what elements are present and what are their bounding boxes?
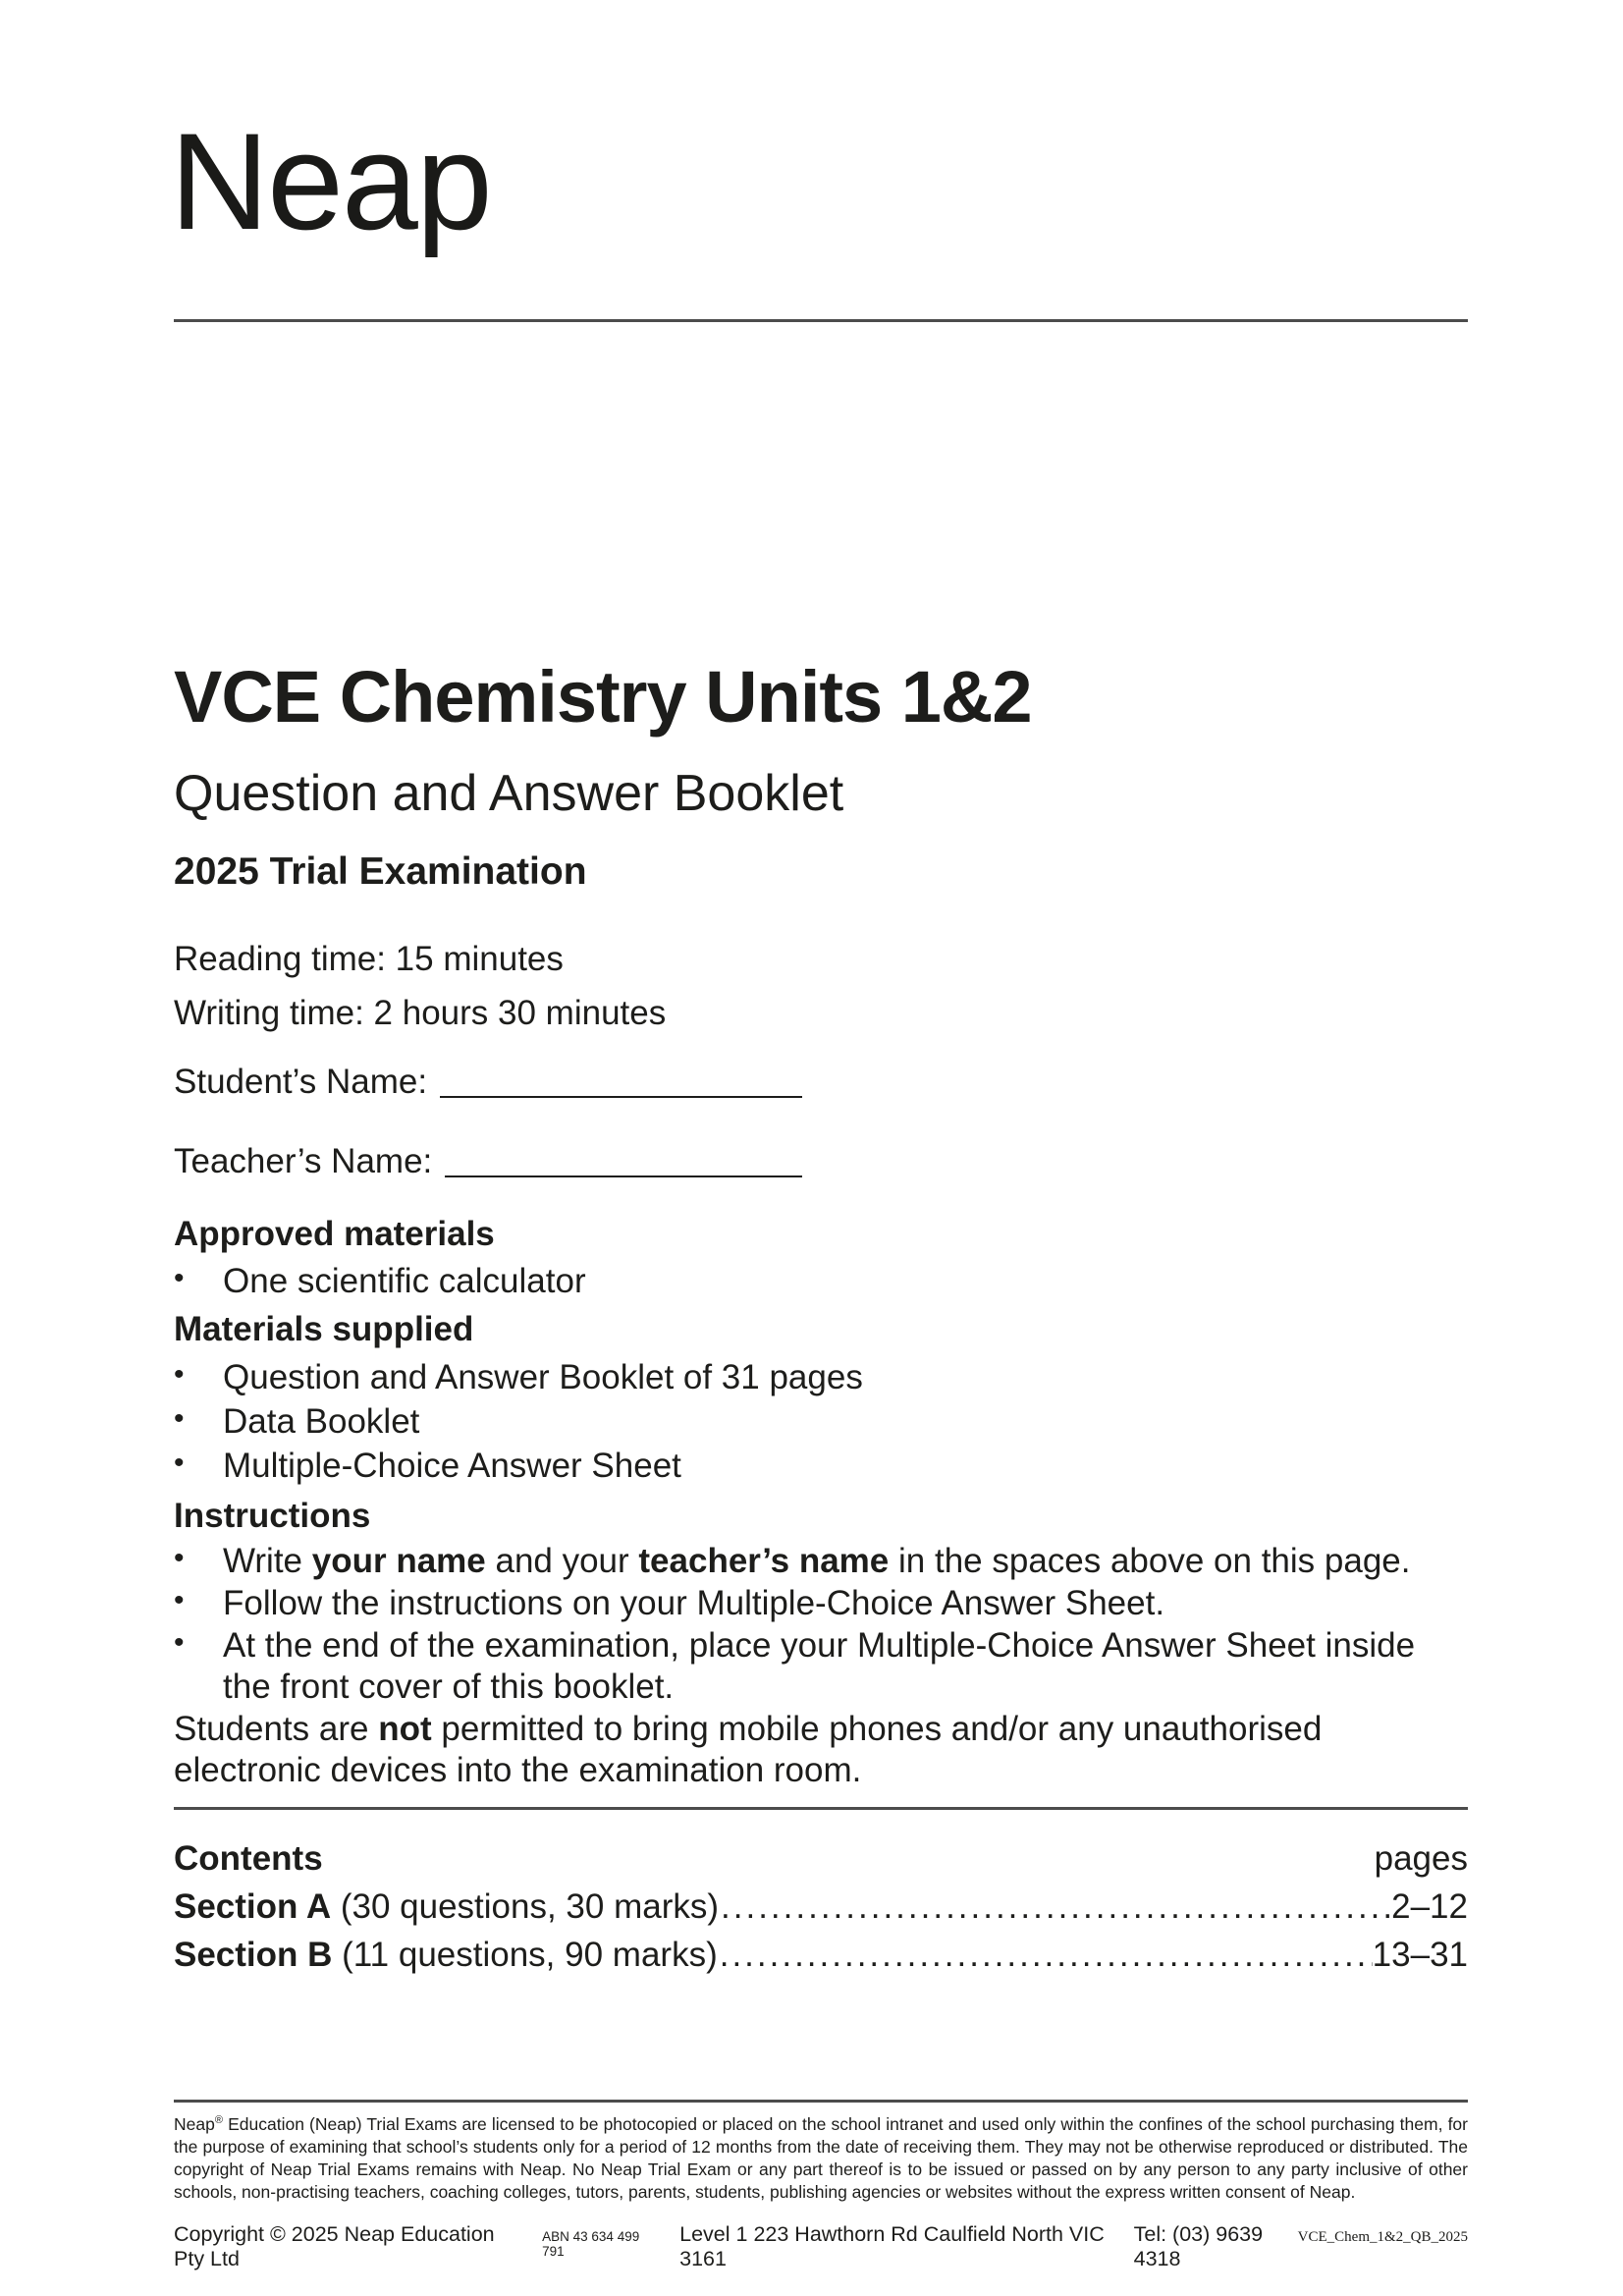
license-fineprint: Neap® Education (Neap) Trial Exams are l…: [174, 2113, 1468, 2204]
header-divider: [174, 319, 1468, 322]
approved-materials-heading: Approved materials: [174, 1214, 495, 1253]
text-segment: Follow the instructions on your Multiple…: [223, 1583, 1165, 1622]
text-segment: Question and Answer Booklet of 31 pages: [223, 1357, 863, 1396]
text-segment: Write: [223, 1541, 312, 1580]
bullet-item: • Follow the instructions on your Multipl…: [174, 1583, 1468, 1624]
text-segment: teacher’s name: [638, 1541, 890, 1580]
page-title: VCE Chemistry Units 1&2: [174, 656, 1033, 738]
reading-time: Reading time: 15 minutes: [174, 939, 564, 978]
copyright-row: Copyright © 2025 Neap Education Pty Ltd …: [174, 2222, 1468, 2271]
dot-leader: [719, 1886, 1391, 1928]
bullet-item-text: Follow the instructions on your Multiple…: [223, 1583, 1468, 1624]
telephone-text: Tel: (03) 9639 4318: [1133, 2221, 1264, 2270]
contents-pages-label: pages: [1374, 1838, 1468, 1878]
bullet-item-text: Question and Answer Booklet of 31 pages: [223, 1357, 1468, 1398]
text-segment: Multiple-Choice Answer Sheet: [223, 1446, 681, 1485]
bullet-item: • Question and Answer Booklet of 31 pages: [174, 1357, 1468, 1398]
bullet-item-text: At the end of the examination, place you…: [223, 1625, 1468, 1708]
student-name-row: Student’s Name:: [174, 1062, 802, 1103]
text-segment: in the spaces above on this page.: [889, 1541, 1411, 1580]
section-name: Section B: [174, 1935, 333, 1974]
text-segment: Neap: [174, 2113, 215, 2134]
bullet-item-text: One scientific calculator: [223, 1261, 1468, 1302]
approved-materials-list: • One scientific calculator: [174, 1261, 1468, 1302]
text-segment: not: [378, 1709, 432, 1748]
contents-heading: Contents: [174, 1838, 323, 1878]
address-text: Level 1 223 Hawthorn Rd Caulfield North …: [679, 2221, 1105, 2270]
no-phones-note: Students are not permitted to bring mobi…: [174, 1709, 1468, 1791]
text-segment: and your: [485, 1541, 639, 1580]
text-segment: Education (Neap) Trial Exams are license…: [174, 2113, 1468, 2202]
section-name: Section A: [174, 1886, 332, 1926]
text-segment: At the end of the examination, place you…: [223, 1625, 1416, 1706]
teacher-name-label: Teacher’s Name:: [174, 1141, 433, 1180]
bullet-item: • At the end of the examination, place yo…: [174, 1625, 1468, 1708]
abn-text: ABN 43 634 499 791: [542, 2228, 640, 2259]
teacher-name-write-line: [445, 1141, 802, 1177]
bullet-icon: •: [174, 1541, 185, 1574]
page-content: Neap VCE Chemistry Units 1&2 Question an…: [0, 102, 1623, 2271]
bullet-item-text: Write your name and your teacher’s name …: [223, 1541, 1468, 1582]
bullet-item-text: Multiple-Choice Answer Sheet: [223, 1446, 1468, 1487]
instructions-heading: Instructions: [174, 1496, 371, 1535]
bullet-icon: •: [174, 1583, 185, 1616]
contents-header: Contents pages: [174, 1838, 1468, 1880]
footer-divider: [174, 2099, 1468, 2103]
copyright-text: Copyright © 2025 Neap Education Pty Ltd: [174, 2221, 495, 2270]
contents-row: Section B (11 questions, 90 marks) 13–31: [174, 1935, 1468, 1976]
student-name-label: Student’s Name:: [174, 1062, 428, 1101]
bullet-icon: •: [174, 1446, 185, 1479]
bullet-icon: •: [174, 1625, 185, 1659]
contents-rows: Section A (30 questions, 30 marks) 2–12S…: [174, 1886, 1468, 1976]
text-segment: permitted to bring mobile phones and/or …: [174, 1709, 1323, 1789]
materials-supplied-list: • Question and Answer Booklet of 31 pages…: [174, 1357, 1468, 1487]
writing-time: Writing time: 2 hours 30 minutes: [174, 993, 667, 1032]
text-segment: Students are: [174, 1709, 379, 1748]
text-segment: ®: [214, 2114, 223, 2127]
contents-divider: [174, 1806, 1468, 1810]
bullet-item: • Write your name and your teacher’s name…: [174, 1541, 1468, 1582]
section-pages: 2–12: [1391, 1886, 1468, 1926]
contents-row-label: Section B (11 questions, 90 marks): [174, 1935, 718, 1976]
bullet-icon: •: [174, 1261, 185, 1294]
student-name-write-line: [440, 1062, 802, 1098]
section-detail: (11 questions, 90 marks): [332, 1935, 718, 1974]
bullet-item-text: Data Booklet: [223, 1401, 1468, 1443]
materials-supplied-heading: Materials supplied: [174, 1309, 474, 1348]
document-code: VCE_Chem_1&2_QB_2025: [1297, 2228, 1468, 2245]
exam-label: 2025 Trial Examination: [174, 850, 587, 894]
section-pages: 13–31: [1372, 1935, 1468, 1974]
dot-leader: [718, 1935, 1373, 1976]
bullet-item: • Multiple-Choice Answer Sheet: [174, 1446, 1468, 1487]
bullet-item: • Data Booklet: [174, 1401, 1468, 1443]
bullet-icon: •: [174, 1357, 185, 1391]
contents-row-label: Section A (30 questions, 30 marks): [174, 1886, 719, 1928]
bullet-icon: •: [174, 1401, 185, 1435]
text-segment: Data Booklet: [223, 1401, 420, 1441]
instructions-list: • Write your name and your teacher’s name…: [174, 1541, 1468, 1708]
section-detail: (30 questions, 30 marks): [331, 1886, 720, 1926]
text-segment: your name: [311, 1541, 486, 1580]
neap-logo: Neap: [170, 104, 493, 258]
contents-row: Section A (30 questions, 30 marks) 2–12: [174, 1886, 1468, 1928]
page-subtitle: Question and Answer Booklet: [174, 764, 844, 822]
teacher-name-row: Teacher’s Name:: [174, 1141, 802, 1182]
text-segment: One scientific calculator: [223, 1261, 586, 1300]
bullet-item: • One scientific calculator: [174, 1261, 1468, 1302]
